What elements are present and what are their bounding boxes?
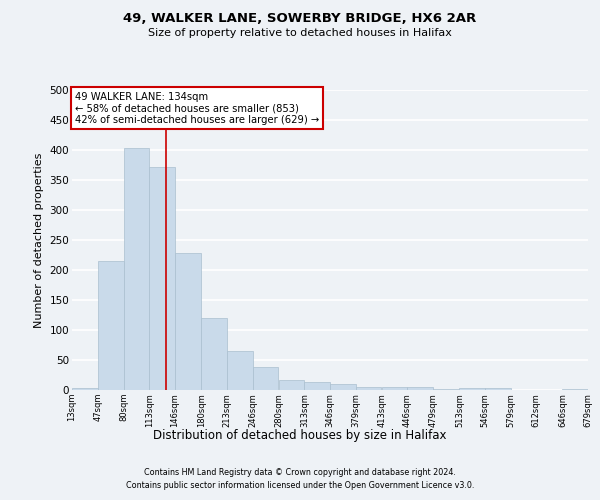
Bar	[460, 388, 485, 390]
Bar	[485, 388, 511, 390]
Text: Distribution of detached houses by size in Halifax: Distribution of detached houses by size …	[153, 428, 447, 442]
Bar	[356, 387, 381, 390]
Bar	[330, 384, 356, 390]
Bar	[304, 382, 330, 390]
Text: 49 WALKER LANE: 134sqm
← 58% of detached houses are smaller (853)
42% of semi-de: 49 WALKER LANE: 134sqm ← 58% of detached…	[74, 92, 319, 124]
Bar	[562, 389, 588, 390]
Bar	[227, 351, 253, 390]
Text: Contains HM Land Registry data © Crown copyright and database right 2024.: Contains HM Land Registry data © Crown c…	[144, 468, 456, 477]
Bar	[202, 318, 227, 390]
Bar	[149, 167, 175, 390]
Bar	[279, 380, 304, 390]
Bar	[124, 148, 149, 390]
Text: Contains public sector information licensed under the Open Government Licence v3: Contains public sector information licen…	[126, 482, 474, 490]
Bar	[72, 388, 98, 390]
Text: Size of property relative to detached houses in Halifax: Size of property relative to detached ho…	[148, 28, 452, 38]
Text: 49, WALKER LANE, SOWERBY BRIDGE, HX6 2AR: 49, WALKER LANE, SOWERBY BRIDGE, HX6 2AR	[124, 12, 476, 26]
Y-axis label: Number of detached properties: Number of detached properties	[34, 152, 44, 328]
Bar	[98, 261, 124, 390]
Bar	[382, 387, 407, 390]
Bar	[175, 253, 200, 390]
Bar	[407, 387, 433, 390]
Bar	[253, 366, 278, 390]
